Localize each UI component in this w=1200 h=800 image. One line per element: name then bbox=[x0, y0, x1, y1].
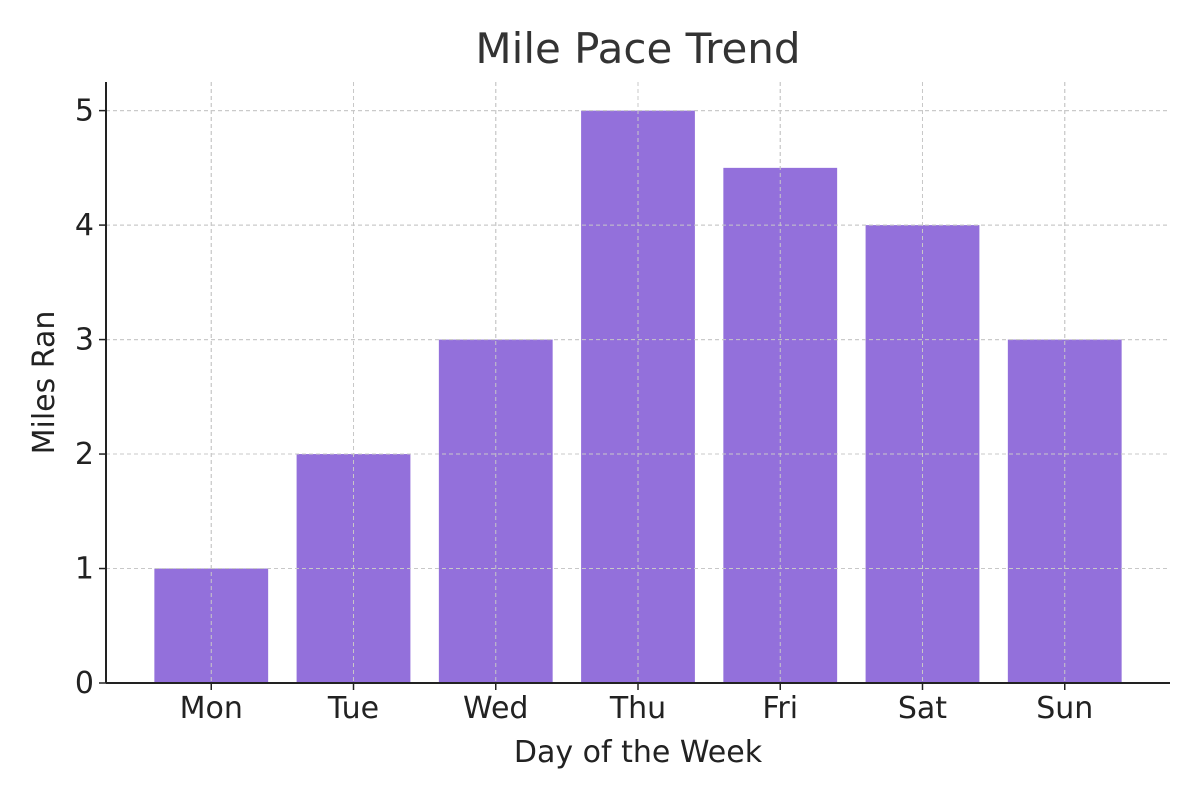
x-tick-label: Sat bbox=[898, 691, 947, 726]
y-tick-label: 3 bbox=[75, 323, 94, 358]
x-tick-label: Thu bbox=[609, 691, 666, 726]
bars bbox=[106, 82, 1170, 684]
y-tick-label: 5 bbox=[75, 94, 94, 129]
x-tick-label: Wed bbox=[463, 691, 528, 726]
x-axis-title: Day of the Week bbox=[514, 735, 763, 770]
y-tick-label: 2 bbox=[75, 437, 94, 472]
y-tick-label: 1 bbox=[75, 552, 94, 587]
x-tick-label: Tue bbox=[327, 691, 379, 726]
ticks: 0 1 2 3 4 5 Mon Tue Wed Thu Fri Sat Sun bbox=[75, 94, 1093, 726]
y-tick-label: 4 bbox=[75, 208, 94, 243]
y-tick-label: 0 bbox=[75, 666, 94, 701]
x-tick-label: Fri bbox=[762, 691, 798, 726]
x-tick-label: Sun bbox=[1036, 691, 1093, 726]
y-axis-title: Miles Ran bbox=[27, 311, 62, 455]
x-tick-label: Mon bbox=[180, 691, 243, 726]
chart-title: Mile Pace Trend bbox=[475, 24, 800, 73]
